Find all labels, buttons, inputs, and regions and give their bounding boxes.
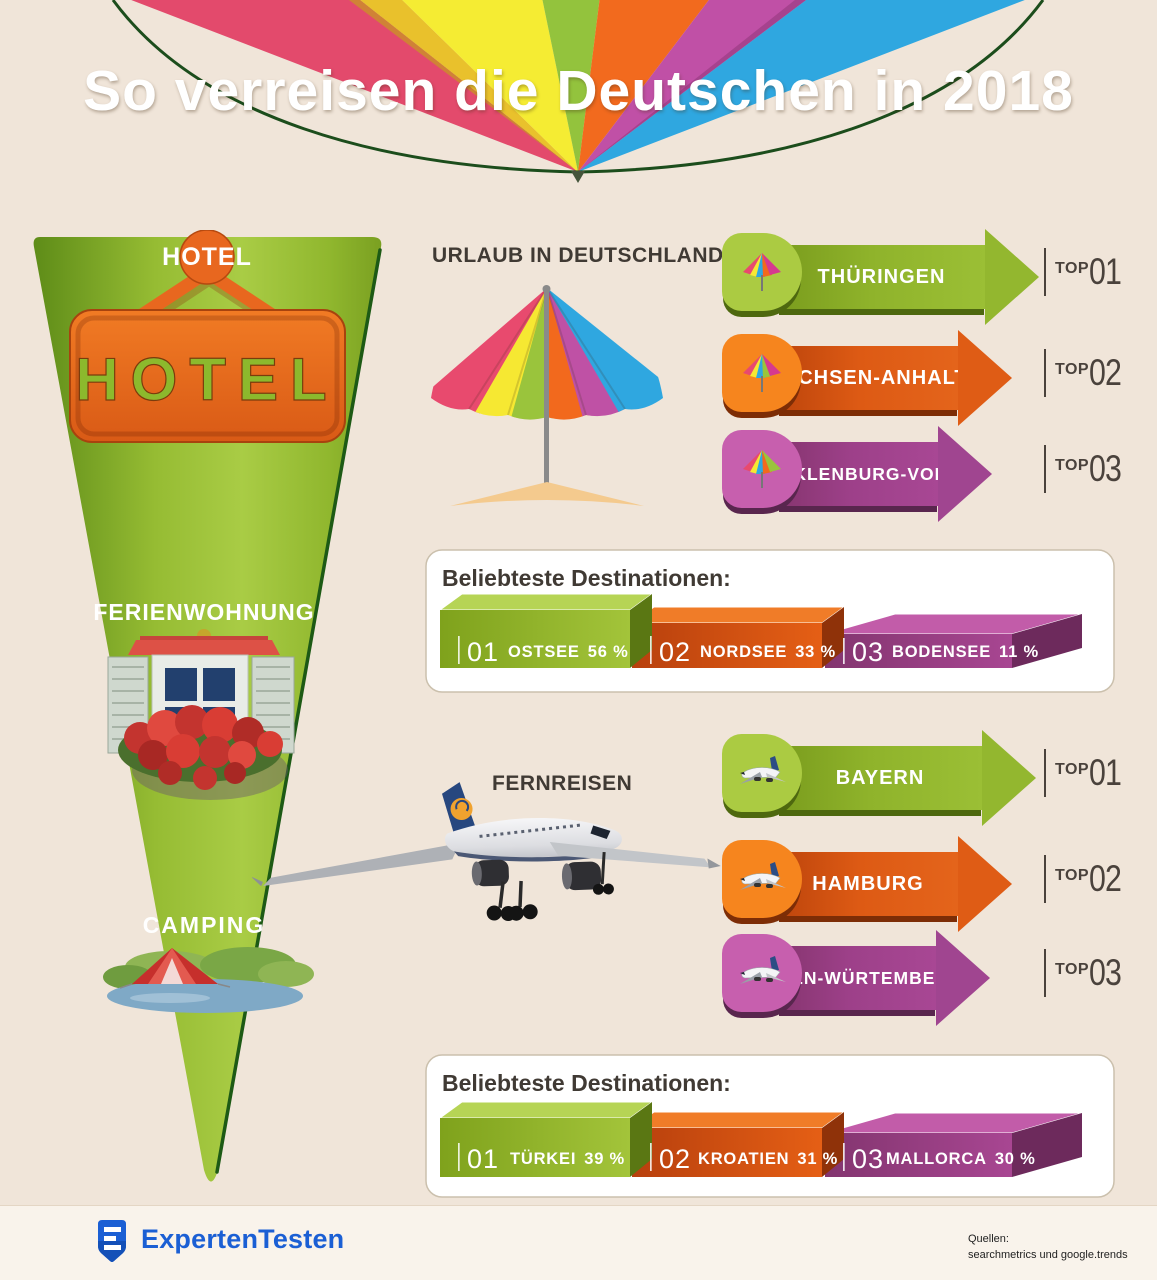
- beach-umbrella-graphic: [431, 285, 663, 506]
- brand-logo-shield-icon: [98, 1220, 126, 1262]
- header-umbrella-graphic: [111, 0, 1045, 183]
- umbrella-icon: [743, 450, 781, 488]
- destinations-chart-longhaul: Beliebteste Destinationen: 01 TÜRKEI 39 %…: [425, 1054, 1115, 1198]
- plane-icon: [740, 756, 786, 784]
- top-badge-2: TOP 02: [1044, 349, 1128, 397]
- rank-label: HAMBURG: [812, 872, 924, 895]
- chart-title: Beliebteste Destinationen:: [442, 1070, 731, 1096]
- arrow-body: BADEN-WÜRTEMBERG: [750, 946, 963, 1010]
- arrow-body: SACHSEN-ANHALT: [768, 346, 967, 410]
- plane-icon: [740, 862, 786, 890]
- bar-nordsee: [630, 606, 846, 668]
- footer: ExpertenTesten Quellen: searchmetrics un…: [0, 1205, 1157, 1280]
- arrow-tab: [722, 734, 802, 812]
- cone-label-hotel: HOTEL: [162, 243, 252, 271]
- section-heading-domestic: URLAUB IN DEUTSCHLAND: [432, 244, 724, 267]
- cone-label-ferienwohnung: FERIENWOHNUNG: [93, 599, 314, 625]
- rank-row-sachsen-anhalt: SACHSEN-ANHALT: [722, 330, 1157, 426]
- rank-label: BADEN-WÜRTEMBERG: [750, 967, 964, 988]
- svg-text:01: 01: [467, 637, 499, 667]
- cone-graphic: HOTEL HOTEL FERIENWOHNUNG: [33, 230, 382, 1182]
- sources-label: Quellen:: [968, 1233, 1009, 1245]
- page-title: So verreisen die Deutschen in 2018: [83, 59, 1074, 123]
- svg-text:03: 03: [852, 1144, 884, 1174]
- hotel-sign-text: HOTEL: [75, 346, 338, 413]
- svg-text:02: 02: [659, 1144, 691, 1174]
- section-heading-longhaul: FERNREISEN: [492, 772, 633, 795]
- rank-row-bayern: BAYERN: [722, 730, 1157, 826]
- umbrella-panels: [113, 0, 1043, 172]
- airplane-graphic: [252, 782, 721, 921]
- arrow-head: [982, 730, 1036, 826]
- top-badge-1: TOP 01: [1044, 248, 1128, 296]
- arrow-tab: [722, 430, 802, 508]
- rank-row-baden-wuertemberg: BADEN-WÜRTEMBERG: [722, 930, 1157, 1026]
- window-graphic: [107, 629, 295, 800]
- rank-label: THÜRINGEN: [817, 265, 946, 288]
- chart-title: Beliebteste Destinationen:: [442, 565, 731, 591]
- arrow-head: [936, 930, 990, 1026]
- top-badge-4: TOP 01: [1044, 749, 1128, 797]
- arrow-body: HAMBURG: [778, 852, 958, 916]
- sources-note: Quellen: searchmetrics und google.trends: [968, 1232, 1128, 1264]
- rank-label: SACHSEN-ANHALT: [768, 366, 968, 389]
- arrow-body: MECKLENBURG-VORP.: [751, 442, 964, 506]
- arrow-body: THÜRINGEN: [778, 245, 985, 309]
- arrow-head: [958, 330, 1012, 426]
- svg-text:02: 02: [659, 637, 691, 667]
- bar-tuerkei: [438, 1101, 654, 1177]
- arrow-tab: [722, 233, 802, 311]
- arrow-head: [938, 426, 992, 522]
- rank-row-hamburg: HAMBURG: [722, 836, 1157, 932]
- bar-bodensee: [824, 613, 1083, 668]
- rank-row-mecklenburg: MECKLENBURG-VORP.: [722, 426, 1157, 522]
- svg-text:03: 03: [852, 637, 884, 667]
- sources-value: searchmetrics und google.trends: [968, 1248, 1128, 1261]
- arrow-head: [985, 229, 1039, 325]
- top-badge-5: TOP 02: [1044, 855, 1128, 903]
- bar-ostsee: [438, 593, 654, 668]
- arrow-tab: [722, 334, 802, 412]
- sign-hook-circle: [179, 230, 235, 285]
- umbrella-icon: [743, 354, 781, 392]
- umbrella-icon: [743, 253, 781, 291]
- svg-text:01: 01: [467, 1144, 499, 1174]
- plane-icon: [740, 956, 786, 984]
- arrow-head: [958, 836, 1012, 932]
- brand-name: ExpertenTesten: [141, 1224, 345, 1254]
- top-badge-6: TOP 03: [1044, 949, 1128, 997]
- top-badge-3: TOP 03: [1044, 445, 1128, 493]
- hotel-sign-graphic: HOTEL HOTEL: [69, 230, 346, 443]
- arrow-body: BAYERN: [778, 746, 982, 810]
- sand: [450, 482, 644, 506]
- flowers: [124, 705, 283, 790]
- rank-row-thueringen: THÜRINGEN: [722, 229, 1157, 325]
- arrow-tab: [722, 934, 802, 1012]
- bar-mallorca: [824, 1112, 1083, 1177]
- rank-label: MECKLENBURG-VORP.: [751, 463, 965, 484]
- cone-label-camping: CAMPING: [143, 912, 266, 938]
- destinations-chart-domestic: Beliebteste Destinationen: 01 OSTSEE 56 %…: [425, 549, 1115, 693]
- umbrella-tip: [571, 171, 585, 183]
- cone-edge: [215, 248, 382, 1174]
- arrow-tab: [722, 840, 802, 918]
- rank-label: BAYERN: [835, 766, 925, 789]
- camping-graphic: [103, 947, 314, 1013]
